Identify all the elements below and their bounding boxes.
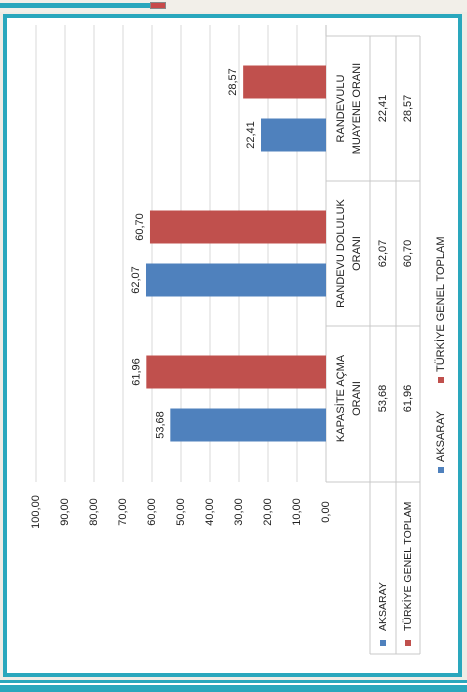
data-labels: 53,68 61,96 62,07 60,70 22,41 28,57 — [130, 68, 257, 439]
data-label: 22,41 — [245, 121, 257, 149]
category-label: RANDEVULU — [335, 75, 347, 143]
tick-label: 50,00 — [175, 498, 187, 526]
tick-label: 100,00 — [30, 495, 42, 529]
top-red-marker — [150, 2, 166, 9]
legend-key — [438, 377, 444, 383]
table-value: 62,07 — [377, 240, 389, 268]
table-value: 61,96 — [402, 385, 414, 413]
data-label: 53,68 — [154, 411, 166, 439]
category-label: RANDEVU DOLULUK — [335, 198, 347, 307]
bar-turkiye-2 — [243, 65, 326, 99]
legend-label: AKSARAY — [435, 410, 447, 462]
bar-aksaray-2 — [261, 118, 326, 152]
category-label: MUAYENE ORANI — [351, 63, 363, 154]
table-value: 53,68 — [377, 385, 389, 413]
top-accent-bar — [0, 3, 150, 8]
table-legend-label: AKSARAY — [377, 582, 389, 631]
legend-key — [438, 467, 444, 473]
category-labels: KAPASİTE AÇMA ORANI RANDEVU DOLULUK ORANI RA… — [334, 63, 363, 442]
tick-label: 10,00 — [291, 498, 303, 526]
table-value: 60,70 — [402, 240, 414, 268]
data-label: 60,70 — [134, 213, 146, 241]
bar-turkiye-0 — [146, 355, 326, 389]
bar-turkiye-1 — [149, 210, 326, 244]
tick-label: 60,00 — [146, 498, 158, 526]
tick-label: 90,00 — [59, 498, 71, 526]
category-label: KAPASİTE AÇMA — [334, 354, 347, 442]
table-legend-key — [405, 640, 411, 646]
category-label: ORANI — [351, 381, 363, 416]
gridlines — [35, 25, 327, 482]
tick-labels: 0,00 10,00 20,00 30,00 40,00 50,00 60,00 70,00 8… — [30, 495, 332, 529]
tick-label: 70,00 — [117, 498, 129, 526]
chart-frame — [3, 14, 462, 677]
table-legend-key — [380, 640, 386, 646]
table-legend-label: TÜRKİYE GENEL TOPLAM — [401, 502, 414, 631]
data-label: 62,07 — [130, 266, 142, 294]
legend-label: TÜRKİYE GENEL TOPLAM — [434, 236, 447, 372]
legend: AKSARAY TÜRKİYE GENEL TOPLAM — [434, 236, 447, 473]
tick-label: 30,00 — [233, 498, 245, 526]
table-value: 22,41 — [377, 95, 389, 123]
tick-label: 20,00 — [262, 498, 274, 526]
data-label: 61,96 — [130, 358, 142, 386]
table-value: 28,57 — [402, 95, 414, 123]
data-label: 28,57 — [227, 68, 239, 96]
bar-aksaray-1 — [145, 263, 326, 297]
category-label: ORANI — [351, 236, 363, 271]
bars — [145, 65, 326, 442]
data-table-legend: AKSARAY TÜRKİYE GENEL TOPLAM — [377, 502, 414, 646]
tick-label: 0,00 — [320, 501, 332, 522]
data-table-values: 53,68 62,07 22,41 61,96 60,70 28,57 — [377, 95, 414, 413]
bar-aksaray-0 — [170, 408, 326, 442]
tick-label: 80,00 — [88, 498, 100, 526]
bottom-divider — [0, 683, 467, 685]
data-table-grid — [325, 35, 421, 655]
tick-label: 40,00 — [204, 498, 216, 526]
